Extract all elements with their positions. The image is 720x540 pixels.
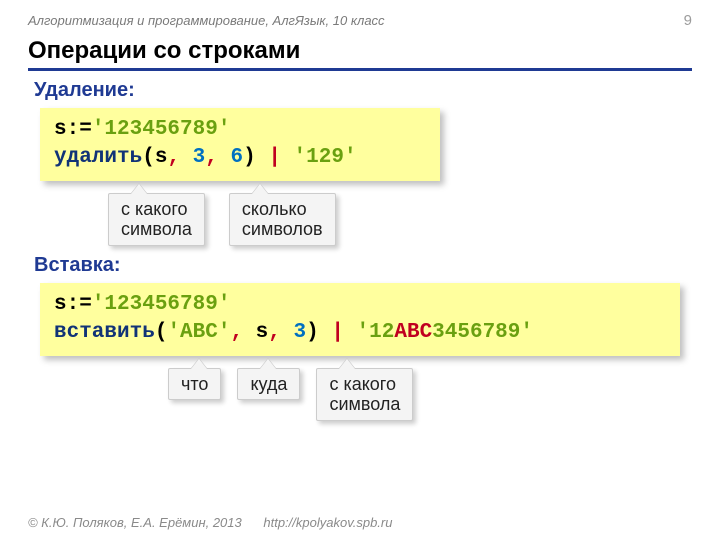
code-bar: | bbox=[268, 146, 281, 169]
callout-from-char: с какого символа bbox=[316, 368, 413, 421]
course-name: Алгоритмизация и программирование, АлгЯз… bbox=[28, 13, 385, 28]
code-bar: | bbox=[331, 321, 344, 344]
code-string-literal: '123456789' bbox=[92, 118, 231, 141]
code-open: ( bbox=[142, 146, 155, 169]
code-line-2: вставить('ABC', s, 3) | '12ABC3456789' bbox=[54, 319, 666, 347]
footer: © К.Ю. Поляков, Е.А. Ерёмин, 2013 http:/… bbox=[28, 515, 392, 530]
code-line-1: s:='123456789' bbox=[54, 116, 426, 144]
code-arg-s: s bbox=[155, 146, 168, 169]
code-close: ) bbox=[243, 146, 256, 169]
code-func: удалить bbox=[54, 146, 142, 169]
code-comma: , bbox=[268, 321, 281, 344]
code-func: вставить bbox=[54, 321, 155, 344]
code-insert: s:='123456789' вставить('ABC', s, 3) | '… bbox=[40, 283, 680, 356]
code-comma: , bbox=[205, 146, 218, 169]
section-delete-label: Удаление: bbox=[34, 79, 692, 102]
copyright: © К.Ю. Поляков, Е.А. Ерёмин, 2013 bbox=[28, 515, 242, 530]
code-result: '129' bbox=[294, 146, 357, 169]
code-line-1: s:='123456789' bbox=[54, 291, 666, 319]
code-assign: s:= bbox=[54, 118, 92, 141]
header: Алгоритмизация и программирование, АлгЯз… bbox=[28, 12, 692, 29]
callout-what: что bbox=[168, 368, 221, 401]
code-string-literal: '123456789' bbox=[92, 293, 231, 316]
footer-url: http://kpolyakov.spb.ru bbox=[263, 515, 392, 530]
page-title: Операции со строками bbox=[28, 37, 692, 71]
callouts-delete: с какого символа сколько символов bbox=[108, 193, 692, 246]
code-assign: s:= bbox=[54, 293, 92, 316]
section-insert-label: Вставка: bbox=[34, 254, 692, 277]
code-close: ) bbox=[306, 321, 319, 344]
callout-count-chars: сколько символов bbox=[229, 193, 336, 246]
callout-from-char: с какого символа bbox=[108, 193, 205, 246]
code-comma: , bbox=[230, 321, 243, 344]
code-arg-from: 3 bbox=[294, 321, 307, 344]
code-arg-from: 3 bbox=[193, 146, 206, 169]
page-number: 9 bbox=[684, 12, 692, 29]
code-delete: s:='123456789' удалить(s, 3, 6) | '129' bbox=[40, 108, 440, 181]
code-line-2: удалить(s, 3, 6) | '129' bbox=[54, 144, 426, 172]
callouts-insert: что куда с какого символа bbox=[168, 368, 692, 421]
code-comma: , bbox=[167, 146, 180, 169]
code-arg-count: 6 bbox=[230, 146, 243, 169]
code-result: '12ABC3456789' bbox=[357, 321, 533, 344]
callout-where: куда bbox=[237, 368, 300, 401]
code-arg-where: s bbox=[256, 321, 269, 344]
code-arg-what: 'ABC' bbox=[167, 321, 230, 344]
code-open: ( bbox=[155, 321, 168, 344]
